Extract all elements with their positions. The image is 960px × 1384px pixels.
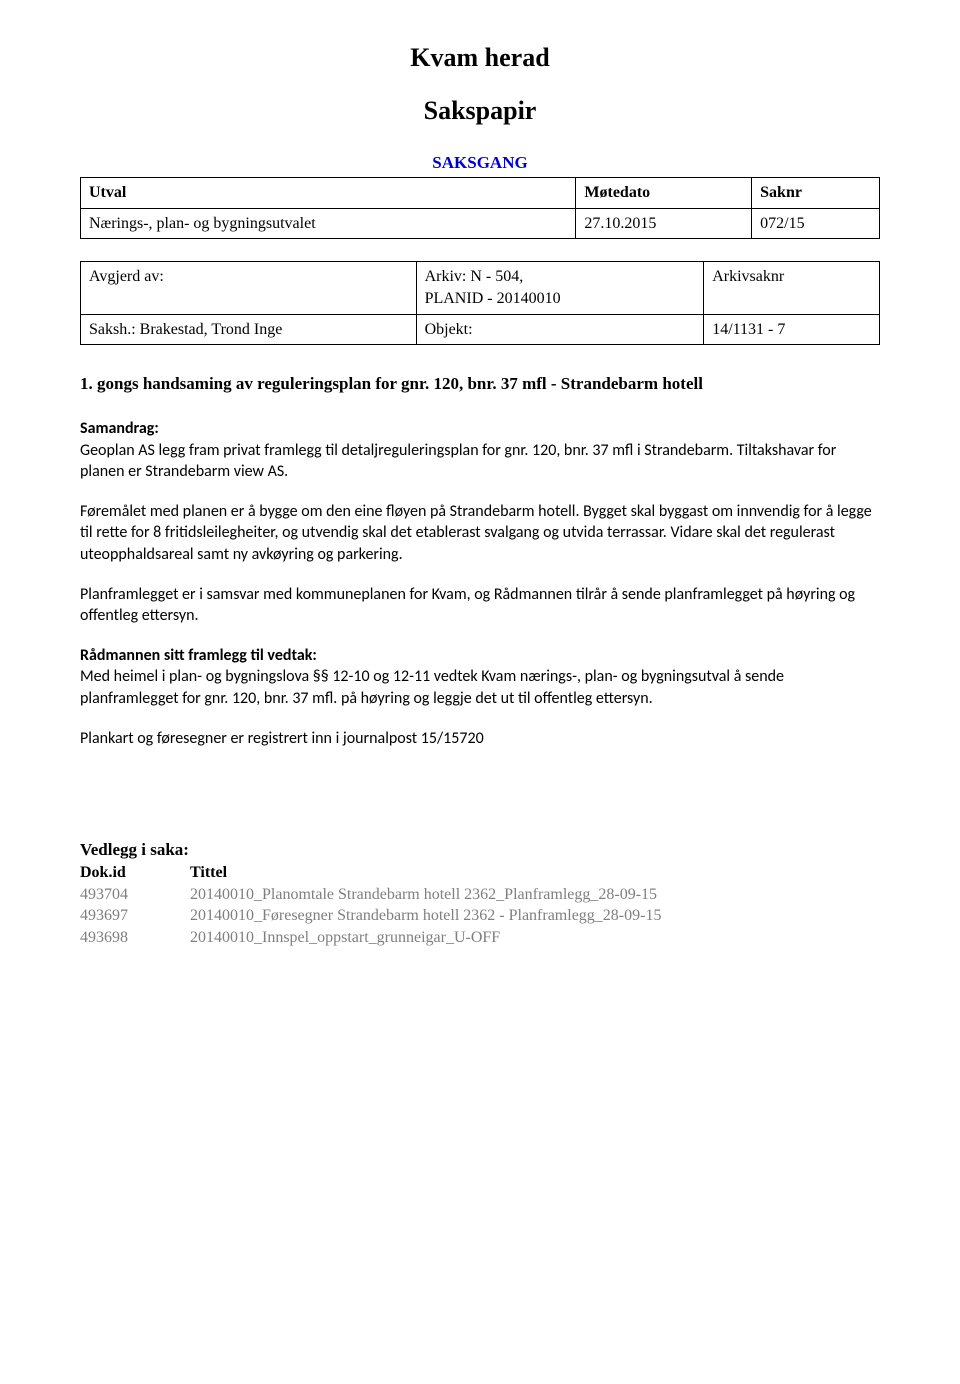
cell-motedato: 27.10.2015 — [576, 208, 752, 239]
table-row: 493698 20140010_Innspel_oppstart_grunnei… — [80, 927, 880, 949]
col-motedato-header: Møtedato — [576, 178, 752, 209]
saksgang-table: Utval Møtedato Saknr Nærings-, plan- og … — [80, 177, 880, 239]
col-utval-header: Utval — [81, 178, 576, 209]
col-tittel-header: Tittel — [190, 862, 880, 884]
avgjerd-table: Avgjerd av: Arkiv: N - 504, PLANID - 201… — [80, 261, 880, 345]
samandrag-para: Samandrag: Geoplan AS legg fram privat f… — [80, 418, 880, 483]
radmannen-para: Rådmannen sitt framlegg til vedtak: Med … — [80, 645, 880, 710]
cell-saksh: Saksh.: Brakestad, Trond Inge — [81, 314, 417, 345]
table-row: Saksh.: Brakestad, Trond Inge Objekt: 14… — [81, 314, 880, 345]
title-main: Kvam herad — [80, 40, 880, 75]
body-para-2: Føremålet med planen er å bygge om den e… — [80, 501, 880, 566]
cell-arkiv: Arkiv: N - 504, PLANID - 20140010 — [416, 262, 704, 314]
table-row: Avgjerd av: Arkiv: N - 504, PLANID - 201… — [81, 262, 880, 314]
cell-tittel: 20140010_Planomtale Strandebarm hotell 2… — [190, 884, 880, 906]
body-para-3: Planframlegget er i samsvar med kommunep… — [80, 584, 880, 627]
cell-saknr: 072/15 — [752, 208, 880, 239]
cell-tittel: 20140010_Innspel_oppstart_grunneigar_U-O… — [190, 927, 880, 949]
radmannen-text: Med heimel i plan- og bygningslova §§ 12… — [80, 667, 784, 708]
vedlegg-heading: Vedlegg i saka: — [80, 839, 880, 862]
table-header-row: Dok.id Tittel — [80, 862, 880, 884]
cell-dokid: 493698 — [80, 927, 190, 949]
table-header-row: Utval Møtedato Saknr — [81, 178, 880, 209]
radmannen-label: Rådmannen sitt framlegg til vedtak: — [80, 646, 317, 665]
cell-tittel: 20140010_Føresegner Strandebarm hotell 2… — [190, 905, 880, 927]
samandrag-text: Geoplan AS legg fram privat framlegg til… — [80, 441, 836, 482]
cell-dokid: 493704 — [80, 884, 190, 906]
cell-arkivsaknr: 14/1131 - 7 — [704, 314, 880, 345]
table-row: Nærings-, plan- og bygningsutvalet 27.10… — [81, 208, 880, 239]
cell-arkivsaknr-label: Arkivsaknr — [704, 262, 880, 314]
saksgang-label: SAKSGANG — [80, 152, 880, 175]
body-para-5: Plankart og føresegner er registrert inn… — [80, 728, 880, 750]
vedlegg-table: Dok.id Tittel 493704 20140010_Planomtale… — [80, 862, 880, 948]
samandrag-label: Samandrag: — [80, 419, 159, 438]
section-heading: 1. gongs handsaming av reguleringsplan f… — [80, 373, 880, 396]
col-dokid-header: Dok.id — [80, 862, 190, 884]
cell-dokid: 493697 — [80, 905, 190, 927]
title-sub: Sakspapir — [80, 93, 880, 128]
table-row: 493704 20140010_Planomtale Strandebarm h… — [80, 884, 880, 906]
cell-utval: Nærings-, plan- og bygningsutvalet — [81, 208, 576, 239]
cell-objekt: Objekt: — [416, 314, 704, 345]
cell-avgjerd-av: Avgjerd av: — [81, 262, 417, 314]
col-saknr-header: Saknr — [752, 178, 880, 209]
table-row: 493697 20140010_Føresegner Strandebarm h… — [80, 905, 880, 927]
